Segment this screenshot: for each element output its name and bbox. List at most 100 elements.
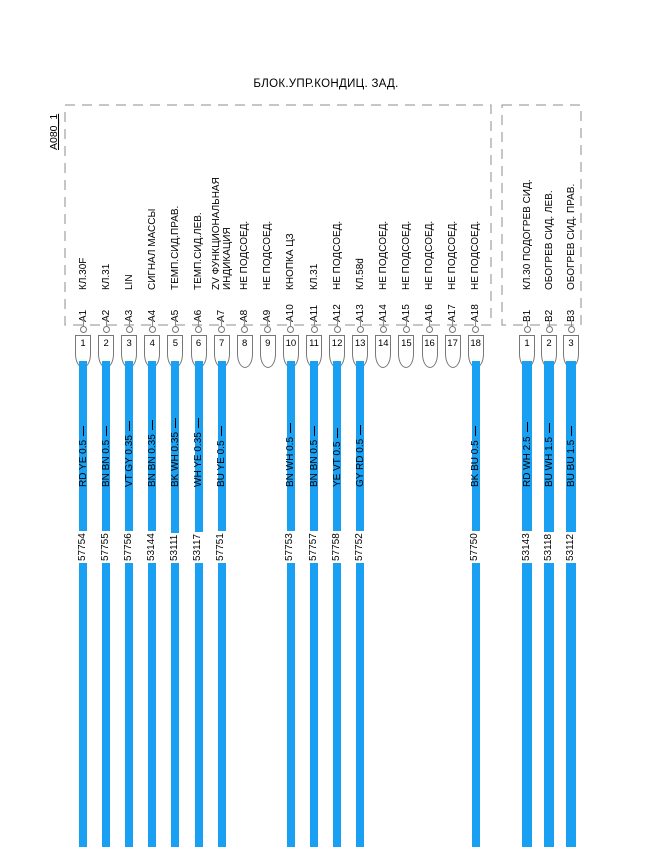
pin-stub-line: [475, 320, 477, 326]
wire-color-text: RD WH 2.5: [521, 436, 533, 487]
connector-b-box: [501, 104, 582, 326]
pin-terminal-circle: [310, 326, 318, 333]
pin-number: 3: [568, 338, 574, 349]
pin-function-line: НЕ ПОДСОЕД.: [424, 220, 435, 290]
pin-stub-line: [382, 320, 384, 326]
pin-cavity-box: 9: [259, 335, 276, 368]
wire: [194, 361, 203, 847]
wire-color-label: RD YE 0.5: [78, 425, 89, 487]
wire: [217, 361, 226, 847]
wire-color-label: BN BN 0.5: [308, 425, 320, 487]
wire-color-text: VT GY 0.35: [123, 435, 135, 487]
wire-color-text: BN BN 0.5: [100, 439, 112, 487]
pin-number: 16: [424, 338, 435, 349]
pin-function-line: НЕ ПОДСОЕД.: [239, 220, 251, 290]
pin-function-label: КЛ.30 ПОДОГРЕВ СИД.: [522, 179, 533, 290]
pin-terminal-circle: [402, 326, 410, 333]
pin-function-label: СИГНАЛ МАССЫ: [147, 209, 158, 290]
wire-number-label: 57751: [215, 531, 227, 563]
wire: [171, 361, 180, 847]
wire: [471, 361, 480, 847]
wire: [125, 361, 134, 847]
wire-number-label: 57752: [353, 531, 365, 563]
pin-number: 6: [195, 338, 202, 349]
wire-color-label: BN BN 0.5: [100, 425, 112, 487]
pin-stub-line: [429, 320, 430, 326]
wire: [356, 361, 365, 847]
pin-number: 10: [285, 338, 297, 349]
pin-terminal-circle: [523, 326, 531, 333]
pin-terminal-circle: [125, 326, 133, 333]
pin-function-line: ТЕМП.СИД.ЛЕВ.: [193, 212, 204, 290]
wire-end-tick: [570, 425, 572, 436]
pin-function-line: НЕ ПОДСОЕД.: [331, 220, 343, 290]
pin-cavity-box: 3: [563, 335, 579, 368]
wire-color-label: BK WH 0.35: [169, 417, 181, 487]
pin-number: 14: [378, 338, 389, 349]
pin-terminal-circle: [426, 326, 433, 333]
pin-terminal-circle: [102, 326, 110, 333]
wire-end-tick: [174, 417, 176, 428]
pin-stub-line: [82, 320, 84, 326]
pin-stub-line: [359, 320, 361, 326]
wire-end-tick: [82, 425, 84, 436]
wire-end-tick: [548, 422, 550, 433]
wire-number-label: 53117: [192, 531, 203, 563]
wire-end-tick: [359, 424, 361, 435]
wire: [310, 361, 318, 847]
pin-stub-line: [267, 320, 269, 326]
pin-cavity-box: 1: [519, 335, 535, 368]
pin-stub-line: [313, 320, 315, 326]
wire-color-label: VT GY 0.35: [124, 421, 135, 487]
wire-color-label: YE VT 0.5: [332, 427, 343, 487]
pin-stub-line: [244, 320, 246, 326]
pin-cavity-box: 5: [167, 335, 184, 368]
pin-terminal-circle: [567, 326, 575, 333]
pin-terminal-circle: [195, 326, 202, 333]
wire: [79, 361, 87, 847]
pin-function-line: ТЕМП.СИД.ПРАВ.: [169, 205, 181, 290]
pin-stub-line: [336, 320, 338, 326]
pin-function-label: НЕ ПОДСОЕД.: [378, 221, 389, 290]
pin-number: 7: [218, 338, 225, 349]
pin-function-label: ТЕМП.СИД.ЛЕВ.: [193, 212, 204, 290]
pin-function-label: КЛ.31: [309, 264, 320, 290]
wire-number-label: 57754: [76, 531, 88, 563]
wire-number-label: 53144: [145, 531, 157, 563]
pin-cavity-box: 4: [144, 335, 161, 368]
pin-function-line: СИГНАЛ МАССЫ: [146, 208, 158, 290]
wire-color-text: BK WH 0.35: [169, 431, 181, 487]
wire-color-text: BN BN 0.35: [146, 434, 158, 487]
pin-function-label: КЛ.31: [101, 264, 112, 290]
pin-function-label: НЕ ПОДСОЕД.: [332, 221, 343, 290]
pin-function-line: КЛ.31: [308, 263, 320, 290]
pin-function-label: ОБОГРЕВ СИД. ПРАВ.: [566, 184, 577, 290]
pin-function-line: ОБОГРЕВ СИД. ПРАВ.: [565, 183, 577, 290]
pin-function-label: НЕ ПОДСОЕД.: [262, 221, 273, 290]
pin-function-label: НЕ ПОДСОЕД.: [401, 221, 412, 290]
pin-number: 2: [103, 338, 109, 349]
pin-number: 1: [524, 338, 530, 349]
pin-terminal-circle: [287, 326, 295, 333]
pin-terminal-circle: [449, 326, 457, 333]
wire-color-text: BN BN 0.5: [308, 439, 320, 487]
wire-number-label: 57758: [330, 531, 342, 563]
wire-color-label: RD WH 2.5: [522, 422, 533, 487]
pin-stub-line: [290, 320, 292, 326]
pin-function-line: LIN: [123, 274, 135, 290]
pin-terminal-circle: [472, 326, 480, 333]
pin-stub-line: [548, 320, 550, 326]
wire-end-tick: [475, 426, 477, 437]
wire-color-label: BN BN 0.35: [147, 420, 158, 487]
pin-cavity-box: 14: [375, 335, 392, 368]
pin-function-line: НЕ ПОДСОЕД.: [447, 220, 459, 290]
pin-function-label: ОБОГРЕВ СИД. ЛЕВ.: [544, 190, 555, 290]
pin-stub-line: [221, 320, 223, 326]
pin-stub-line: [151, 320, 153, 326]
pin-function-line: НЕ ПОДСОЕД.: [400, 220, 412, 290]
wire: [544, 361, 554, 847]
pin-stub-line: [405, 320, 407, 326]
wire-number-label: 57753: [284, 531, 296, 563]
pin-function-label: LIN: [124, 274, 135, 290]
pin-stub-line: [174, 320, 176, 326]
